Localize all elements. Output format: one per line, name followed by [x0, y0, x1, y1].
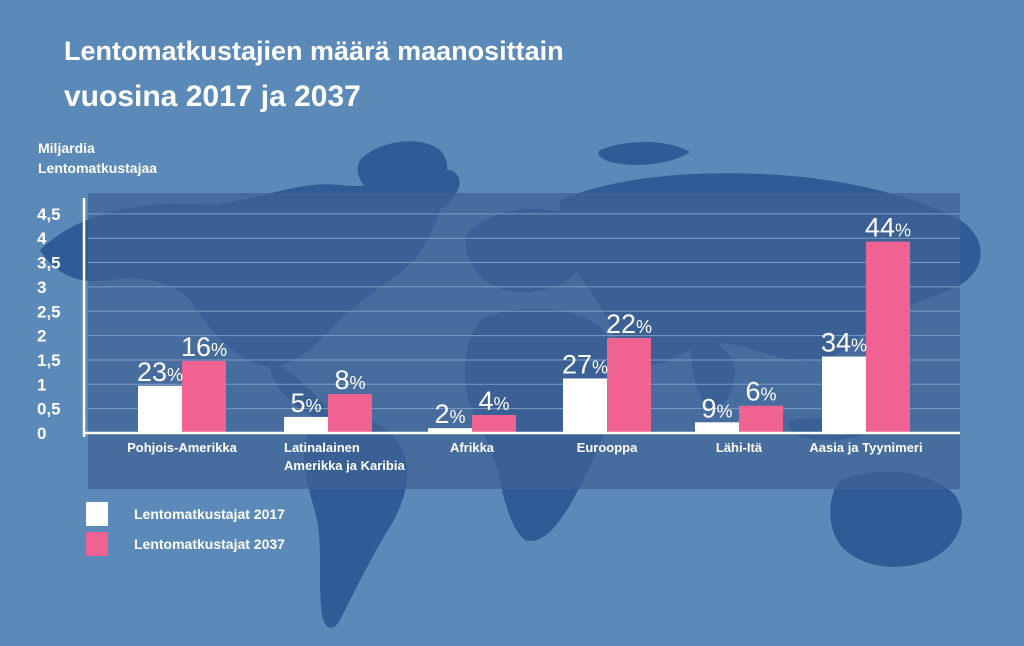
category-label: Pohjois-Amerikka [127, 440, 238, 455]
data-label: 27% [562, 349, 608, 379]
y-axis-label-line-1: Miljardia [38, 140, 95, 156]
bar-2017 [695, 422, 739, 433]
legend-label-2017: Lentomatkustajat 2017 [134, 506, 285, 522]
category-label: Latinalainen [284, 440, 360, 455]
y-tick-label: 3,5 [37, 254, 61, 273]
category-label: Afrikka [450, 440, 495, 455]
bars [138, 241, 910, 433]
grid-lines [88, 213, 960, 410]
category-label: Lähi-Itä [716, 440, 763, 455]
bar-2017 [428, 428, 472, 433]
y-tick-label: 2 [37, 327, 46, 346]
bar-2017 [822, 356, 866, 433]
y-tick-label: 1 [37, 375, 46, 394]
bar-2017 [563, 378, 607, 433]
bar-2037 [866, 241, 910, 433]
y-tick-label: 4,5 [37, 205, 61, 224]
bar-2017 [284, 416, 328, 433]
category-label: Eurooppa [577, 440, 638, 455]
greenland-shape [357, 141, 448, 206]
bar-2037 [472, 414, 516, 433]
data-label: 44% [865, 213, 911, 243]
bar-2037 [182, 360, 226, 433]
australia-shape [830, 471, 962, 567]
data-label: 2% [434, 399, 465, 429]
category-label: Amerikka ja Karibia [284, 458, 405, 473]
data-label: 23% [137, 357, 183, 387]
y-tick-label: 4 [37, 229, 47, 248]
y-tick-label: 0 [37, 424, 46, 443]
data-label: 9% [701, 393, 732, 423]
bar-2037 [607, 338, 651, 433]
y-tick-label: 0,5 [37, 400, 61, 419]
bar-2037 [739, 405, 783, 433]
data-labels: 23%16% 5% 8% 2% 4% 27% 22% 9% 6% 34% 44% [137, 213, 911, 430]
legend-label-2037: Lentomatkustajat 2037 [134, 536, 285, 552]
y-tick-label: 1,5 [37, 351, 61, 370]
chart-title-line-1: Lentomatkustajien määrä maanosittain [64, 36, 564, 66]
legend-swatch-2037 [86, 532, 108, 556]
arctic-islands-shape [598, 141, 690, 165]
bar-2037 [328, 394, 372, 433]
legend-swatch-2017 [86, 502, 108, 526]
bar-2017 [138, 385, 182, 433]
chart-panel [88, 193, 960, 489]
data-label: 34% [821, 328, 867, 358]
chart-title-line-2: vuosina 2017 ja 2037 [64, 80, 361, 113]
data-label: 5% [290, 388, 321, 418]
data-label: 6% [745, 377, 776, 407]
data-label: 4% [478, 386, 509, 416]
y-tick-label: 3 [37, 278, 46, 297]
data-label: 8% [334, 365, 365, 395]
category-label: Aasia ja Tyynimeri [809, 440, 922, 455]
category-labels: Pohjois-Amerikka Latinalainen Amerikka ja … [127, 440, 923, 473]
y-axis-label-line-2: Lentomatkustajaa [38, 160, 158, 176]
data-label: 16% [181, 332, 227, 362]
y-tick-label: 2,5 [37, 302, 61, 321]
data-label: 22% [606, 309, 652, 339]
y-tick-labels: 0 0,5 1 1,5 2 2,5 3 3,5 4 4,5 [37, 205, 61, 443]
